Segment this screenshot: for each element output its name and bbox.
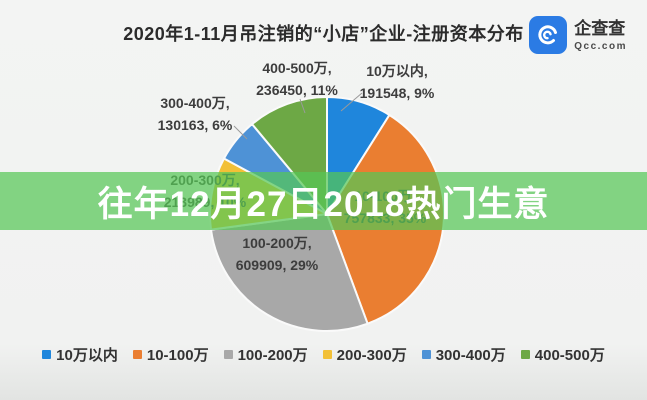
overlay-banner: 往年12月27日2018热门生意 [0,172,647,230]
pie-label-0-value: 191548, 9% [359,85,435,101]
legend-item-2: 100-200万 [223,344,308,365]
chart-title: 2020年1-11月吊注销的“小店”企业-注册资本分布 [123,24,524,44]
pie-label-5-category: 400-500万, [262,60,332,76]
qcc-magnifier-icon [529,16,568,54]
legend-item-3: 200-300万 [322,344,407,365]
legend-swatch-4 [421,350,431,359]
qcc-brand-name: 企查查 [574,19,626,38]
pie-label-0: 10万以内, 191548, 9% [360,60,435,104]
legend-swatch-1 [132,350,142,359]
overlay-banner-headline: 往年12月27日2018热门生意 [97,184,550,224]
legend-swatch-2 [223,350,233,359]
pie-label-5-value: 236450, 11% [256,82,338,98]
pie-label-0-category: 10万以内, [366,63,428,79]
legend-label-0: 10万以内 [56,347,118,364]
pie-label-5: 400-500万, 236450, 11% [256,57,338,101]
pie-label-2: 100-200万, 609909, 29% [236,232,319,276]
legend-label-5: 400-500万 [534,347,605,364]
pie-label-4: 300-400万, 130163, 6% [158,92,233,136]
qcc-logo-text: 企查查 Qcc.com [574,16,627,52]
pie-label-4-value: 130163, 6% [157,117,233,133]
qcc-logo: 企查查 Qcc.com [529,16,627,54]
legend-item-4: 300-400万 [421,344,506,365]
legend-item-5: 400-500万 [520,344,605,365]
pie-label-4-category: 300-400万, [160,95,230,111]
qcc-domain: Qcc.com [574,41,627,52]
legend-item-1: 10-100万 [132,344,209,365]
pie-label-2-category: 100-200万, [242,235,312,251]
legend-swatch-3 [322,350,332,359]
legend-swatch-5 [520,350,530,359]
legend-label-2: 100-200万 [237,347,308,364]
legend-item-0: 10万以内 [42,344,118,365]
legend-swatch-0 [42,350,52,359]
leader-line-0 [340,92,363,112]
leader-line-2 [233,125,248,140]
legend-label-1: 10-100万 [146,347,209,364]
pie-label-2-value: 609909, 29% [235,257,319,273]
legend-label-3: 200-300万 [336,347,407,364]
chart-legend: 10万以内 10-100万 100-200万 200-300万 300-400万 400-… [0,344,647,365]
leader-line-1 [299,98,306,114]
pie-slice-2 [210,213,369,332]
legend-label-4: 300-400万 [435,347,506,364]
overlay-banner-background [0,172,647,230]
